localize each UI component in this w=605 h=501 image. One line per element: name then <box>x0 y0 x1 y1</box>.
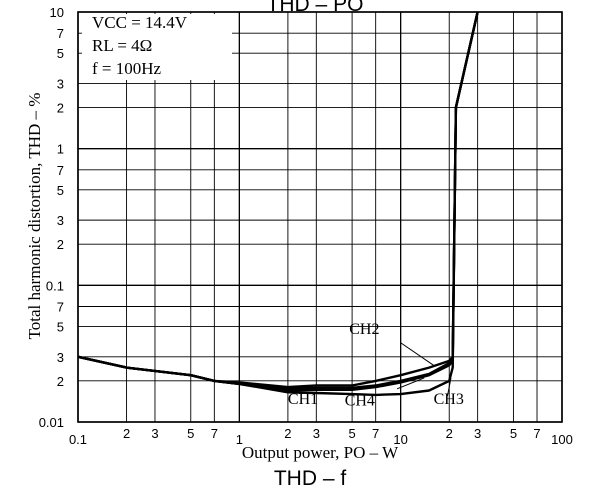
channel-label-pointer <box>396 377 425 390</box>
x-axis-label: Output power, PO – W <box>242 443 399 462</box>
x-tick-label: 2 <box>284 426 291 441</box>
y-tick-label: 3 <box>57 350 64 365</box>
y-tick-label: 5 <box>57 183 64 198</box>
x-tick-label: 7 <box>533 426 540 441</box>
x-tick-label: 2 <box>446 426 453 441</box>
x-tick-label: 0.1 <box>69 432 87 447</box>
grid <box>77 11 563 423</box>
condition-vcc: VCC = 14.4V <box>92 13 188 32</box>
y-tick-label: 0.1 <box>46 278 64 293</box>
condition-f: f = 100Hz <box>92 59 162 78</box>
tick-labels: 0.1 2 3 5 7 1 2 3 5 7 10 2 3 5 7 100 0.01 2 3 5 7 0.1 2 3 5 7 1 2 3 5… <box>39 5 573 447</box>
y-tick-label: 7 <box>57 163 64 178</box>
plot-frame <box>77 11 563 423</box>
x-tick-label: 1 <box>236 432 243 447</box>
channel-labels: CH1 CH2 CH3 CH4 <box>288 321 464 409</box>
y-tick-label: 3 <box>57 76 64 91</box>
x-tick-label: 5 <box>348 426 355 441</box>
channel-label: CH1 <box>288 391 318 408</box>
condition-rl: RL = 4Ω <box>92 36 152 55</box>
y-tick-label: 7 <box>57 300 64 315</box>
y-tick-label: 10 <box>50 5 64 20</box>
y-tick-label: 7 <box>57 26 64 41</box>
x-tick-label: 5 <box>187 426 194 441</box>
y-tick-label: 2 <box>57 101 64 116</box>
y-tick-label: 2 <box>57 237 64 252</box>
x-tick-label: 2 <box>123 426 130 441</box>
y-tick-label: 5 <box>57 46 64 61</box>
x-tick-label: 7 <box>211 426 218 441</box>
x-tick-label: 5 <box>510 426 517 441</box>
series-line-ch4 <box>77 11 479 390</box>
y-tick-label: 3 <box>57 213 64 228</box>
y-tick-label: 0.01 <box>39 415 64 430</box>
x-tick-label: 7 <box>372 426 379 441</box>
channel-label-pointer <box>400 342 434 366</box>
x-tick-label: 3 <box>313 426 320 441</box>
next-chart-title: THD – f <box>274 467 347 490</box>
x-tick-label: 3 <box>151 426 158 441</box>
x-tick-label: 100 <box>551 432 573 447</box>
channel-label: CH4 <box>345 393 375 410</box>
y-tick-label: 1 <box>57 142 64 157</box>
x-tick-label: 10 <box>393 432 407 447</box>
y-axis-label: Total harmonic distortion, THD – % <box>25 93 44 340</box>
channel-label: CH2 <box>349 321 379 338</box>
x-tick-label: 3 <box>474 426 481 441</box>
channel-label: CH3 <box>434 391 464 408</box>
conditions-box <box>82 14 232 80</box>
chart-title: THD – PO <box>267 0 364 16</box>
series-group <box>77 11 479 397</box>
channel-label-pointer <box>446 377 452 397</box>
y-tick-label: 5 <box>57 319 64 334</box>
y-tick-label: 2 <box>57 374 64 389</box>
